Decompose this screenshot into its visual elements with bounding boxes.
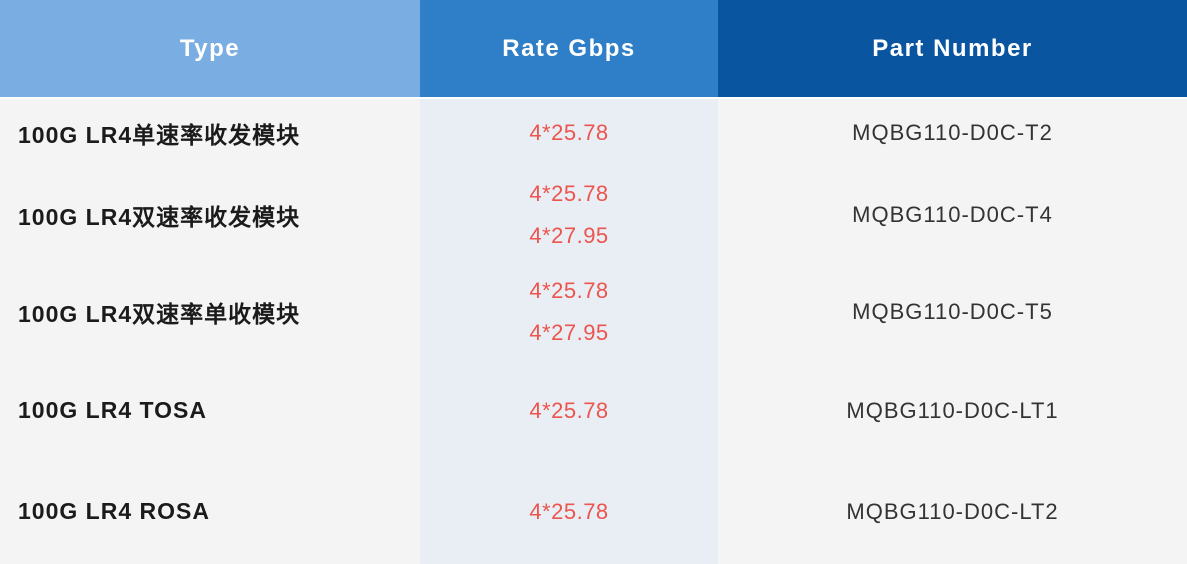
table-row: 100G LR4双速率收发模块 4*25.78 4*27.95 MQBG110-…: [0, 167, 1187, 262]
table-row: 100G LR4 TOSA 4*25.78 MQBG110-D0C-LT1: [0, 362, 1187, 459]
column-header-type: Type: [0, 0, 420, 97]
rate-cell: 4*25.78: [420, 459, 718, 564]
rate-value: 4*25.78: [529, 397, 609, 423]
part-number-cell: MQBG110-D0C-LT1: [718, 362, 1187, 459]
rate-value: 4*25.78: [529, 120, 609, 145]
column-header-part-number: Part Number: [718, 0, 1187, 97]
part-number-cell: MQBG110-D0C-T5: [718, 262, 1187, 362]
rate-value: 4*27.95: [529, 320, 609, 345]
type-cell: 100G LR4 TOSA: [0, 362, 420, 459]
rate-cell: 4*25.78 4*27.95: [420, 262, 718, 362]
table-row: 100G LR4双速率单收模块 4*25.78 4*27.95 MQBG110-…: [0, 262, 1187, 362]
type-cell: 100G LR4单速率收发模块: [0, 99, 420, 167]
rate-value: 4*25.78: [529, 180, 609, 206]
type-cell: 100G LR4双速率收发模块: [0, 167, 420, 262]
table-header-row: Type Rate Gbps Part Number: [0, 0, 1187, 97]
part-number-cell: MQBG110-D0C-T4: [718, 167, 1187, 262]
rate-cell: 4*25.78: [420, 99, 718, 167]
table-row: 100G LR4单速率收发模块 4*25.78 MQBG110-D0C-T2: [0, 99, 1187, 167]
part-number-cell: MQBG110-D0C-LT2: [718, 459, 1187, 564]
rate-value: 4*27.95: [529, 222, 609, 248]
rate-cell: 4*25.78 4*27.95: [420, 167, 718, 262]
part-number-cell: MQBG110-D0C-T2: [718, 99, 1187, 167]
table-row: 100G LR4 ROSA 4*25.78 MQBG110-D0C-LT2: [0, 459, 1187, 564]
type-cell: 100G LR4双速率单收模块: [0, 262, 420, 362]
header-separator: [0, 97, 1187, 99]
rate-value: 4*25.78: [529, 498, 609, 524]
rate-value: 4*25.78: [529, 278, 609, 303]
column-header-rate-gbps: Rate Gbps: [420, 0, 718, 97]
rate-cell: 4*25.78: [420, 362, 718, 459]
type-cell: 100G LR4 ROSA: [0, 459, 420, 564]
